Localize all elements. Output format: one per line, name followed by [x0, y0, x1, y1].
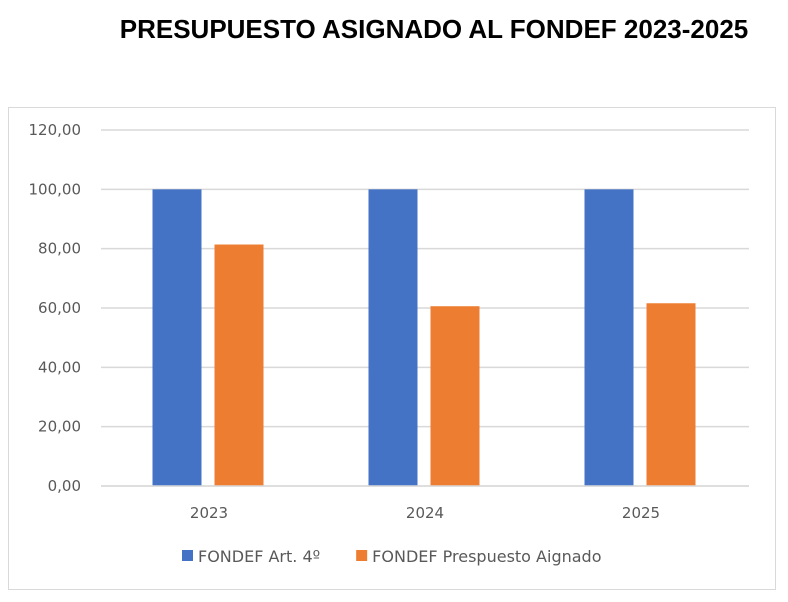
bar-asignado-2023 [214, 244, 264, 486]
legend-label: FONDEF Prespuesto Aignado [372, 547, 601, 566]
bar-art4-2023 [152, 189, 202, 487]
x-tick-label: 2024 [406, 504, 444, 522]
chart-frame [8, 107, 776, 590]
y-tick-label: 40,00 [38, 358, 81, 376]
x-tick-label: 2023 [190, 504, 228, 522]
y-tick-label: 100,00 [29, 180, 82, 198]
bar-art4-2024 [368, 189, 418, 487]
legend-swatch [182, 550, 193, 561]
bar-asignado-2024 [430, 306, 480, 486]
bar-art4-2025 [584, 189, 634, 487]
x-tick-label: 2025 [622, 504, 660, 522]
chart-title: PRESUPUESTO ASIGNADO AL FONDEF 2023-2025 [119, 14, 749, 44]
legend-label: FONDEF Art. 4º [198, 547, 320, 566]
y-tick-label: 80,00 [38, 240, 81, 258]
y-tick-label: 120,00 [29, 121, 82, 139]
y-tick-label: 20,00 [38, 418, 81, 436]
y-tick-label: 60,00 [38, 299, 81, 317]
legend-swatch [356, 550, 368, 561]
bar-asignado-2025 [646, 303, 696, 486]
y-tick-label: 0,00 [48, 477, 81, 495]
